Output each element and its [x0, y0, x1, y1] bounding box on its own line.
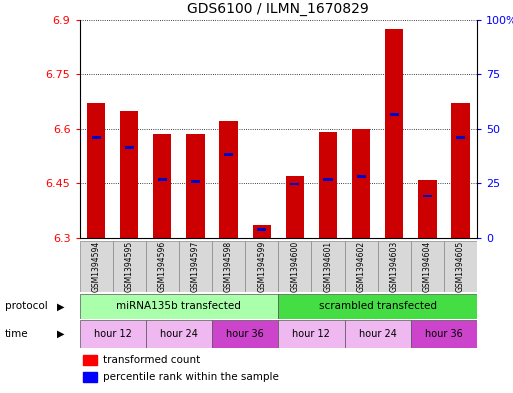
Bar — [345, 320, 411, 348]
Text: ▶: ▶ — [57, 329, 64, 339]
Bar — [311, 241, 345, 292]
Bar — [186, 134, 205, 238]
Bar — [451, 103, 469, 238]
Bar — [125, 146, 134, 149]
Bar — [352, 129, 370, 238]
Text: GSM1394598: GSM1394598 — [224, 241, 233, 292]
Text: miRNA135b transfected: miRNA135b transfected — [116, 301, 241, 311]
Bar — [290, 182, 300, 185]
Title: GDS6100 / ILMN_1670829: GDS6100 / ILMN_1670829 — [187, 2, 369, 16]
Text: GSM1394605: GSM1394605 — [456, 241, 465, 292]
Text: hour 12: hour 12 — [292, 329, 330, 339]
Bar — [357, 175, 366, 178]
Text: transformed count: transformed count — [103, 354, 201, 365]
Text: GSM1394594: GSM1394594 — [92, 241, 101, 292]
Text: hour 36: hour 36 — [425, 329, 463, 339]
Bar — [91, 136, 101, 139]
Bar — [390, 114, 399, 116]
Bar — [158, 178, 167, 181]
Bar — [418, 180, 437, 238]
Bar — [84, 372, 97, 382]
Bar — [191, 180, 200, 183]
Bar — [252, 225, 271, 238]
Text: GSM1394599: GSM1394599 — [257, 241, 266, 292]
Bar — [120, 110, 139, 238]
Bar — [319, 132, 337, 238]
Bar — [220, 121, 238, 238]
Bar — [378, 241, 411, 292]
Bar — [146, 320, 212, 348]
Bar — [345, 241, 378, 292]
Text: time: time — [5, 329, 29, 339]
Bar — [212, 320, 278, 348]
Bar — [385, 29, 403, 238]
Bar — [456, 136, 465, 139]
Text: hour 12: hour 12 — [94, 329, 131, 339]
Text: GSM1394603: GSM1394603 — [390, 241, 399, 292]
Bar — [444, 241, 477, 292]
Text: GSM1394595: GSM1394595 — [125, 241, 134, 292]
Bar — [80, 241, 113, 292]
Bar — [278, 241, 311, 292]
Bar — [411, 320, 477, 348]
Bar — [87, 103, 105, 238]
Bar — [212, 241, 245, 292]
Text: percentile rank within the sample: percentile rank within the sample — [103, 372, 279, 382]
Bar — [224, 153, 233, 156]
Bar — [84, 355, 97, 365]
Text: ▶: ▶ — [57, 301, 64, 311]
Bar — [146, 241, 179, 292]
Text: GSM1394596: GSM1394596 — [158, 241, 167, 292]
Bar — [245, 241, 278, 292]
Bar — [80, 294, 278, 319]
Text: GSM1394601: GSM1394601 — [324, 241, 332, 292]
Bar — [278, 320, 345, 348]
Bar — [80, 320, 146, 348]
Bar — [278, 294, 477, 319]
Bar — [323, 178, 332, 181]
Text: GSM1394600: GSM1394600 — [290, 241, 300, 292]
Text: GSM1394602: GSM1394602 — [357, 241, 366, 292]
Text: scrambled transfected: scrambled transfected — [319, 301, 437, 311]
Text: protocol: protocol — [5, 301, 48, 311]
Text: hour 36: hour 36 — [226, 329, 264, 339]
Bar — [423, 195, 432, 197]
Text: GSM1394597: GSM1394597 — [191, 241, 200, 292]
Text: hour 24: hour 24 — [160, 329, 198, 339]
Bar — [153, 134, 171, 238]
Text: hour 24: hour 24 — [359, 329, 397, 339]
Bar — [179, 241, 212, 292]
Bar — [113, 241, 146, 292]
Bar — [257, 228, 266, 231]
Bar — [286, 176, 304, 238]
Text: GSM1394604: GSM1394604 — [423, 241, 432, 292]
Bar — [411, 241, 444, 292]
